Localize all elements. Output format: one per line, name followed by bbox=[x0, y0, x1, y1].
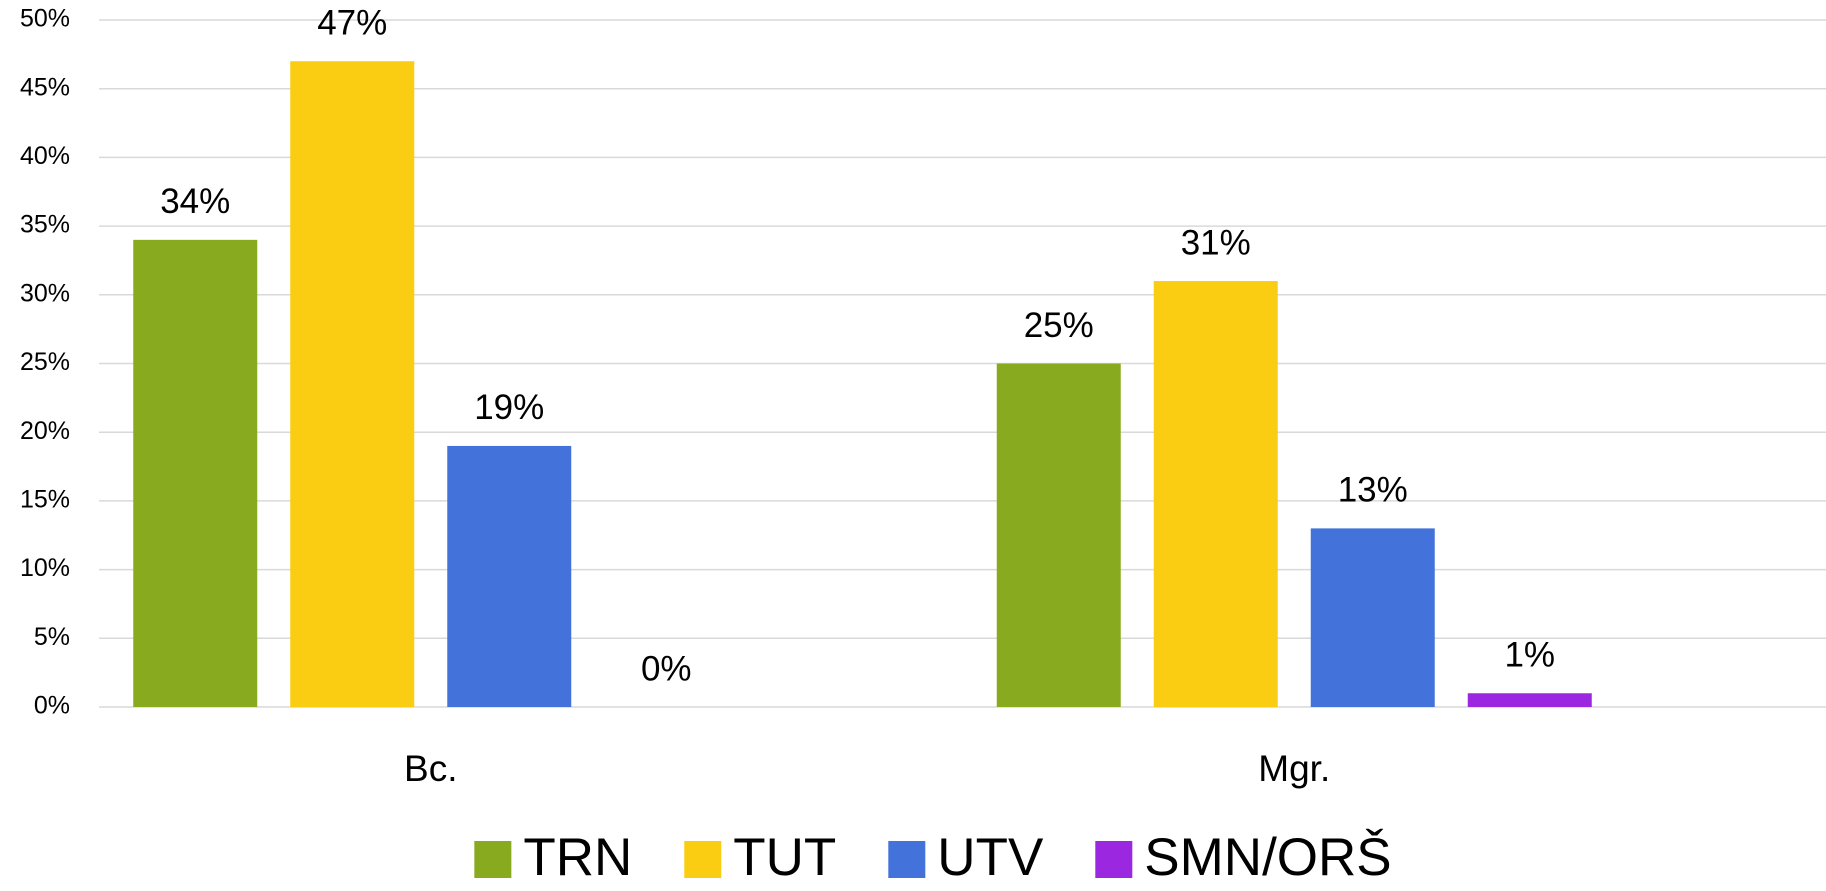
legend-swatch bbox=[684, 841, 722, 878]
bar bbox=[1310, 528, 1435, 707]
bar bbox=[447, 445, 572, 707]
y-tick-label: 50% bbox=[20, 5, 70, 33]
x-tick-label: Mgr. bbox=[1258, 748, 1330, 789]
data-label: 34% bbox=[160, 182, 230, 221]
legend-label: SMN/ORŠ bbox=[1144, 828, 1391, 887]
data-label: 19% bbox=[474, 388, 544, 427]
data-label: 25% bbox=[1024, 306, 1094, 345]
bar bbox=[996, 363, 1121, 707]
y-tick-label: 45% bbox=[20, 73, 70, 101]
legend-label: TRN bbox=[523, 828, 632, 887]
data-label: 13% bbox=[1338, 471, 1408, 510]
data-label: 47% bbox=[317, 3, 387, 42]
data-label: 1% bbox=[1504, 636, 1555, 675]
bar bbox=[1467, 693, 1592, 707]
bar bbox=[133, 239, 258, 707]
y-tick-label: 0% bbox=[34, 692, 70, 720]
x-tick-label: Bc. bbox=[404, 748, 457, 789]
legend-swatch bbox=[888, 841, 926, 878]
y-tick-label: 35% bbox=[20, 211, 70, 239]
y-tick-label: 30% bbox=[20, 279, 70, 307]
bar bbox=[1153, 281, 1278, 707]
legend-swatch bbox=[1095, 841, 1133, 878]
legend-label: TUT bbox=[733, 828, 836, 887]
data-label: 0% bbox=[641, 649, 692, 688]
legend-label: UTV bbox=[937, 828, 1044, 887]
y-tick-label: 15% bbox=[20, 486, 70, 514]
y-tick-label: 20% bbox=[20, 417, 70, 445]
y-tick-label: 5% bbox=[34, 623, 70, 651]
bar bbox=[290, 61, 415, 708]
data-label: 31% bbox=[1181, 223, 1251, 262]
y-tick-label: 25% bbox=[20, 348, 70, 376]
y-tick-label: 10% bbox=[20, 554, 70, 582]
legend-swatch bbox=[474, 841, 512, 878]
y-tick-label: 40% bbox=[20, 142, 70, 170]
